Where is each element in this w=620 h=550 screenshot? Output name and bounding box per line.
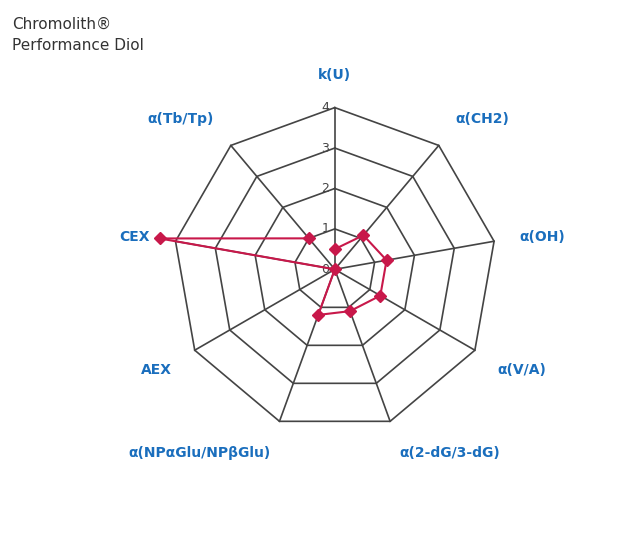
Text: 1: 1 <box>321 222 329 235</box>
Text: AEX: AEX <box>141 363 172 377</box>
Text: 0: 0 <box>321 263 329 276</box>
Text: 2: 2 <box>321 182 329 195</box>
Text: α(2-dG/3-dG): α(2-dG/3-dG) <box>399 446 500 460</box>
Text: k(U): k(U) <box>318 68 352 82</box>
Text: α(CH2): α(CH2) <box>456 112 509 125</box>
Text: α(Tb/Tp): α(Tb/Tp) <box>148 112 214 125</box>
Text: α(V/A): α(V/A) <box>497 363 546 377</box>
Text: α(NPαGlu/NPβGlu): α(NPαGlu/NPβGlu) <box>128 446 271 460</box>
Text: 4: 4 <box>321 101 329 114</box>
Text: α(OH): α(OH) <box>520 230 565 244</box>
Text: CEX: CEX <box>120 230 150 244</box>
Text: 3: 3 <box>321 141 329 155</box>
Text: Chromolith®
Performance Diol: Chromolith® Performance Diol <box>12 16 144 52</box>
